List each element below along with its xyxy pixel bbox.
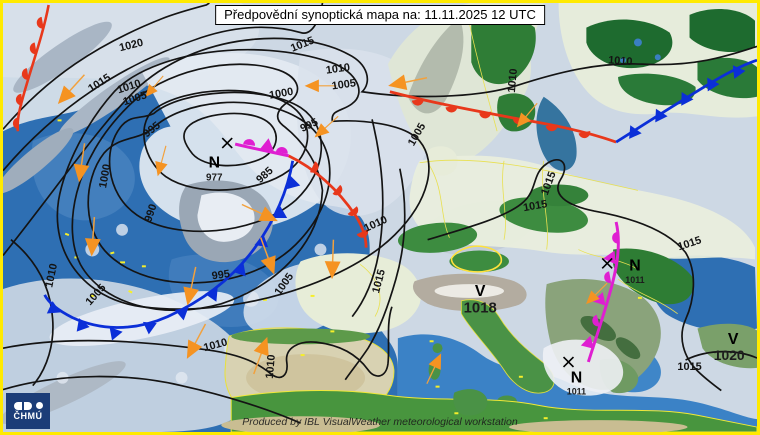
wind-arrows <box>57 74 608 385</box>
chmu-logo-mark-icon <box>13 401 43 410</box>
isobar-label: 1010 <box>264 354 278 379</box>
cold-front-main <box>43 160 301 341</box>
isobar-label: 1010 <box>608 54 633 68</box>
weather-map-canvas: 1020 1015 1010 1005 995 1000 990 985 995… <box>3 3 757 432</box>
low-center-blacksea: N 1011 <box>601 257 645 285</box>
isobar-label: 1005 <box>331 77 357 92</box>
low-symbol: N <box>629 257 640 274</box>
pressure-centers: N 977 N 1011 N 1011 V 1018 V 1020 <box>206 137 745 397</box>
cold-front-northeast <box>615 58 757 144</box>
map-title: Předpovědní synoptická mapa na: 11.11.20… <box>215 5 545 25</box>
isobar-label: 1010 <box>43 263 60 289</box>
isobar-label: 995 <box>211 268 231 282</box>
credit-text: Produced by IBL VisualWeather meteorolog… <box>242 416 518 428</box>
high-value: 1020 <box>714 347 745 363</box>
isobar-label: 1010 <box>506 68 520 93</box>
isobar-label: 1000 <box>97 163 113 189</box>
high-center-alps: V 1018 <box>464 283 497 317</box>
occluded-front-west <box>234 138 290 158</box>
high-center-southeast: V 1020 <box>714 331 745 363</box>
isobar-label: 1010 <box>325 61 351 76</box>
chmu-logo-text: ČHMÚ <box>13 411 43 421</box>
land-layer <box>221 3 757 432</box>
low-center-adriatic: N 1011 <box>562 356 586 397</box>
isobar-label: 990 <box>142 203 159 224</box>
isobar-label: 1015 <box>522 198 548 214</box>
warm-front-northwest <box>12 4 50 132</box>
low-value: 1011 <box>567 387 586 397</box>
chmu-logo: ČHMÚ <box>6 393 50 429</box>
low-symbol: N <box>571 370 582 387</box>
high-symbol: V <box>475 283 486 300</box>
country-borders <box>359 22 678 317</box>
high-value: 1018 <box>464 301 497 317</box>
isobar-label: 1020 <box>118 37 144 54</box>
storm-specks <box>57 119 642 420</box>
czech-republic-outline <box>450 245 503 273</box>
low-symbol: N <box>209 155 220 172</box>
low-value: 977 <box>206 173 223 184</box>
high-symbol: V <box>728 331 739 348</box>
low-value: 1011 <box>625 275 644 285</box>
warm-front-central <box>288 154 369 248</box>
isobar-label: 1000 <box>268 86 294 102</box>
occluded-front-east <box>580 221 620 363</box>
isobar-label: 1015 <box>677 361 701 373</box>
low-center-atlantic: N 977 <box>206 137 233 184</box>
